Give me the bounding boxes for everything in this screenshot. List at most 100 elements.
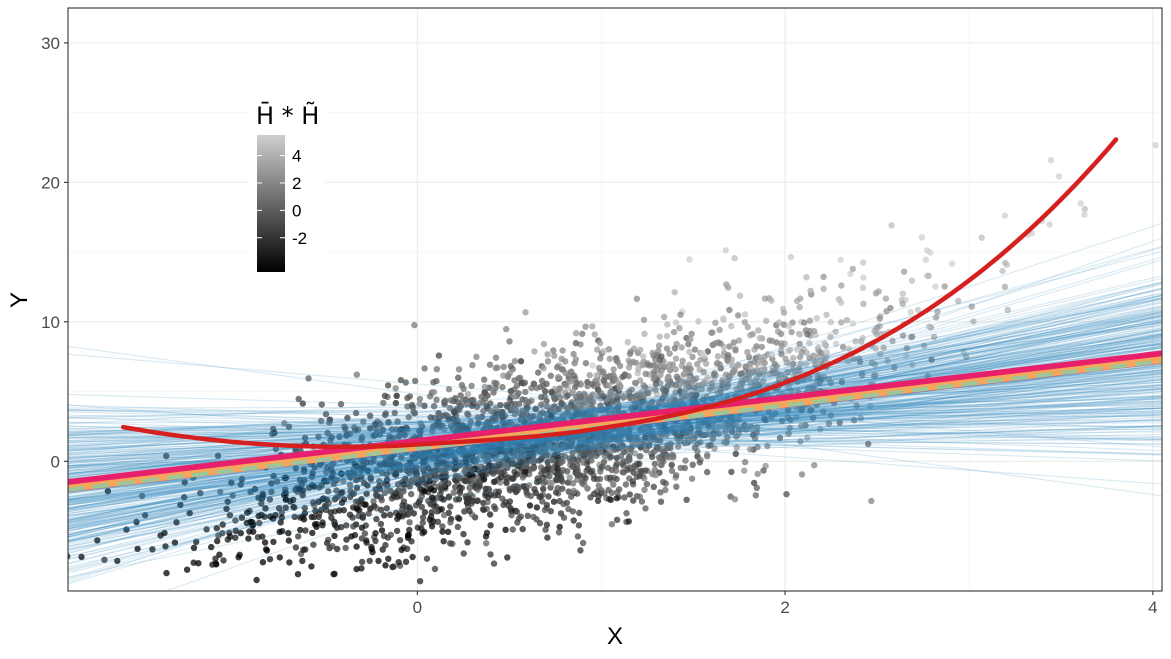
scatter-point — [849, 320, 857, 327]
scatter-point — [595, 493, 602, 500]
scatter-point — [688, 436, 695, 443]
scatter-point — [860, 274, 867, 281]
scatter-point — [636, 453, 643, 460]
fit-line — [68, 373, 1162, 516]
scatter-point — [474, 474, 481, 481]
scatter-point — [282, 496, 290, 503]
scatter-point — [797, 438, 804, 445]
scatter-point — [416, 578, 424, 585]
scatter-point — [780, 321, 788, 328]
scatter-point — [607, 474, 614, 481]
scatter-point — [769, 367, 776, 374]
scatter-point — [579, 330, 586, 337]
scatter-point — [209, 561, 216, 568]
scatter-point — [751, 358, 758, 365]
scatter-point — [835, 296, 843, 303]
scatter-point — [392, 490, 399, 497]
scatter-point — [89, 613, 95, 619]
scatter-point — [388, 426, 396, 433]
scatter-point — [744, 323, 751, 331]
scatter-point — [442, 397, 449, 404]
scatter-point — [823, 349, 830, 356]
fit-line — [68, 317, 1162, 512]
scatter-point — [682, 385, 690, 392]
scatter-point — [721, 438, 728, 446]
scatter-point — [267, 513, 274, 520]
scatter-point — [285, 529, 292, 537]
scatter-point — [238, 514, 246, 521]
scatter-point — [276, 554, 283, 561]
scatter-point — [576, 509, 583, 517]
scatter-point — [315, 433, 322, 440]
scatter-point — [496, 469, 503, 476]
fit-line — [68, 387, 1162, 503]
scatter-point — [445, 493, 453, 500]
scatter-point — [700, 419, 707, 426]
scatter-point — [827, 318, 834, 326]
scatter-point — [417, 420, 424, 427]
fit-line — [68, 425, 1162, 440]
scatter-point — [747, 332, 754, 339]
fit-line — [68, 357, 1162, 542]
scatter-point — [315, 498, 322, 505]
scatter-point — [641, 486, 648, 493]
fit-line — [68, 318, 1162, 548]
scatter-point — [613, 357, 620, 364]
scatter-point — [219, 521, 226, 528]
scatter-point — [506, 485, 513, 492]
scatter-point — [577, 405, 585, 412]
scatter-point — [738, 377, 745, 385]
scatter-point — [733, 421, 740, 428]
fit-line — [68, 292, 1162, 523]
scatter-point — [606, 355, 613, 362]
scatter-point — [540, 485, 547, 493]
scatter-point — [197, 490, 204, 497]
y-axis: 0 10 20 30 — [41, 34, 68, 471]
scatter-point — [672, 389, 679, 396]
scatter-point — [380, 399, 387, 407]
scatter-point — [556, 523, 563, 531]
scatter-point — [375, 557, 382, 565]
scatter-point — [258, 495, 266, 502]
scatter-point — [256, 519, 263, 527]
scatter-point — [337, 401, 345, 408]
scatter-point — [613, 475, 620, 483]
scatter-point — [804, 434, 811, 441]
scatter-point — [366, 557, 373, 565]
scatter-point — [460, 530, 467, 538]
scatter-point — [675, 382, 683, 389]
scatter-point — [747, 370, 754, 377]
fit-line — [68, 328, 1162, 550]
scatter-point — [478, 469, 485, 477]
fit-line — [68, 246, 1162, 579]
scatter-point — [387, 531, 394, 538]
scatter-point — [610, 366, 617, 373]
scatter-point — [483, 529, 491, 536]
scatter-point — [454, 420, 461, 428]
scatter-point — [845, 345, 853, 352]
scatter-point — [960, 348, 967, 355]
scatter-point — [804, 331, 811, 338]
scatter-point — [605, 346, 613, 353]
scatter-point — [688, 475, 696, 482]
scatter-point — [1081, 205, 1089, 213]
scatter-point — [907, 309, 914, 316]
scatter-point — [523, 411, 530, 418]
scatter-point — [373, 467, 380, 474]
scatter-point — [918, 234, 926, 241]
fit-line — [68, 321, 1162, 505]
scatter-point — [476, 479, 484, 487]
scatter-point — [580, 459, 587, 466]
scatter-point — [650, 483, 657, 490]
scatter-point — [157, 532, 164, 539]
scatter-point — [837, 256, 844, 263]
fit-line — [68, 386, 1162, 419]
scatter-point — [481, 447, 488, 454]
scatter-point — [385, 456, 392, 463]
scatter-point — [594, 435, 601, 442]
scatter-point — [657, 371, 664, 379]
scatter-point — [346, 481, 354, 489]
scatter-point — [526, 502, 534, 509]
scatter-point — [340, 507, 347, 514]
scatter-point — [281, 420, 288, 427]
